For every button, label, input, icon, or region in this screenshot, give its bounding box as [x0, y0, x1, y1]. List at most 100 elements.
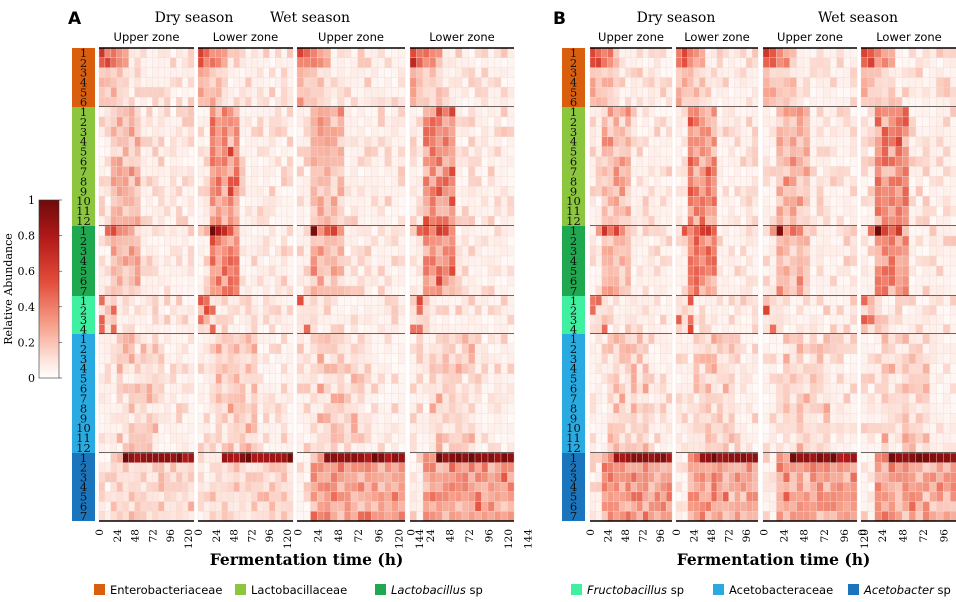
heatmap-cell [630, 87, 638, 98]
heatmap-cell [699, 403, 706, 414]
heatmap-cell [648, 481, 655, 493]
heatmap-cell [140, 393, 147, 404]
heatmap-cell [654, 373, 661, 384]
heatmap-cell [146, 432, 153, 444]
heatmap-cell [829, 196, 838, 207]
heatmap-cell [699, 265, 706, 277]
heatmap-cell [344, 324, 352, 335]
heatmap-cell [215, 305, 222, 316]
heatmap-cell [776, 196, 784, 207]
heatmap-cell [110, 343, 118, 355]
heatmap-cell [769, 255, 777, 267]
heatmap-cell [429, 205, 437, 217]
heatmap-cell [487, 393, 495, 404]
heatmap-cell [344, 383, 352, 394]
heatmap-cell [751, 501, 759, 512]
heatmap-cell [187, 343, 195, 355]
heatmap-cell [481, 393, 489, 404]
heatmap-cell [122, 275, 129, 287]
heatmap-cell [734, 481, 741, 493]
heatmap-cell [164, 295, 171, 306]
heatmap-cell [280, 126, 288, 137]
heatmap-cell [181, 363, 189, 374]
heatmap-cell [269, 423, 276, 434]
heatmap-cell [435, 373, 443, 384]
x-tick-label: 0 [94, 529, 106, 536]
heatmap-cell [776, 176, 784, 187]
heatmap-cell [716, 295, 724, 306]
heatmap-cell [187, 116, 195, 128]
heatmap-cell [746, 305, 753, 316]
heatmap-cell [762, 166, 770, 177]
heatmap-cell [699, 126, 706, 137]
heatmap-cell [286, 393, 294, 404]
heatmap-cell [398, 136, 406, 147]
heatmap-cell [377, 136, 385, 147]
heatmap-cell [422, 403, 430, 414]
heatmap-cell [233, 126, 240, 137]
heatmap-cell [468, 452, 476, 463]
heatmap-cell [630, 255, 638, 267]
heatmap-cell [227, 96, 234, 108]
row-label: 1 [80, 294, 87, 308]
heatmap-cell [607, 67, 614, 78]
heatmap-cell [746, 196, 753, 207]
heatmap-cell [675, 245, 683, 257]
heatmap-cell [654, 205, 661, 217]
heatmap-cell [116, 472, 123, 483]
heatmap-cell [104, 343, 112, 355]
heatmap-cell [134, 491, 141, 502]
heatmap-cell [455, 96, 463, 108]
heatmap-cell [487, 295, 495, 306]
heatmap-cell [140, 77, 147, 88]
heatmap-cell [128, 225, 135, 237]
heatmap-cell [500, 116, 508, 128]
heatmap-cell [257, 452, 264, 463]
heatmap-cell [728, 106, 735, 118]
heatmap-cell [705, 363, 712, 374]
heatmap-cell [636, 67, 643, 78]
heatmap-cell [344, 462, 352, 473]
heatmap-cell [164, 116, 171, 128]
heatmap-cell [722, 363, 729, 374]
heatmap-cell [251, 235, 258, 247]
heatmap-cell [422, 166, 430, 177]
heatmap-cell [487, 442, 495, 454]
heatmap-cell [442, 295, 450, 306]
heatmap-cell [803, 57, 811, 68]
x-tick-label: 120 [183, 529, 195, 549]
heatmap-cell [595, 77, 602, 88]
heatmap-cell [98, 245, 106, 257]
heatmap-cell [158, 225, 165, 237]
heatmap-cell [152, 343, 159, 355]
heatmap-cell [203, 305, 211, 316]
heatmap-cell [233, 501, 240, 512]
heatmap-cell [455, 393, 463, 404]
heatmap-cell [624, 77, 632, 88]
heatmap-cell [796, 205, 804, 217]
heatmap-cell [317, 166, 325, 177]
heatmap-cell [152, 511, 159, 522]
heatmap-cell [416, 432, 424, 444]
heatmap-cell [357, 501, 365, 512]
heatmap-cell [681, 481, 688, 493]
heatmap-cell [740, 96, 747, 108]
heatmap-cell [344, 235, 352, 247]
heatmap-cell [630, 47, 638, 59]
heatmap-cell [595, 472, 602, 483]
heatmap-cell [350, 501, 358, 512]
heatmap-cell [227, 314, 234, 325]
heatmap-cell [734, 77, 741, 88]
heatmap-cell [474, 106, 482, 118]
heatmap-cell [181, 462, 189, 473]
heatmap-cell [468, 472, 476, 483]
heatmap-cell [128, 205, 135, 217]
heatmap-cell [140, 57, 147, 68]
heatmap-cell [782, 225, 791, 237]
heatmap-cell [158, 77, 165, 88]
heatmap-cell [398, 176, 406, 187]
heatmap-cell [776, 245, 784, 257]
heatmap-cell [330, 413, 338, 424]
heatmap-cell [263, 373, 270, 384]
heatmap-cell [357, 57, 365, 68]
